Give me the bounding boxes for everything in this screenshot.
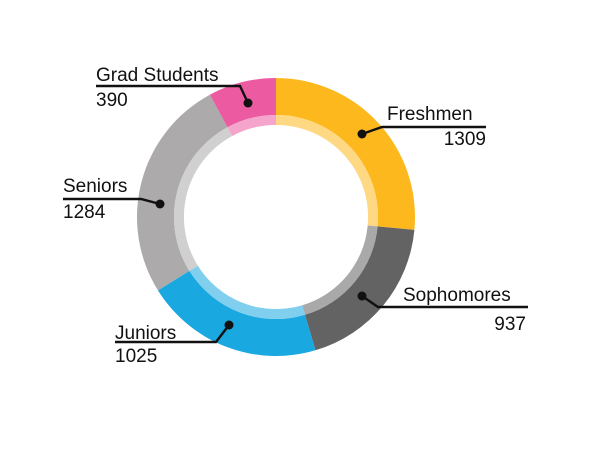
slice-label-freshmen: Freshmen	[387, 104, 473, 125]
slice-value-juniors: 1025	[115, 346, 157, 367]
slice-inner-band-grad-students	[227, 115, 276, 137]
slice-inner-band-juniors	[189, 265, 305, 320]
slice-value-seniors: 1284	[63, 202, 106, 223]
inner-ring-layer	[174, 115, 378, 320]
slice-label-seniors: Seniors	[63, 176, 127, 197]
leader-dot-seniors	[155, 199, 165, 209]
slice-inner-band-seniors	[174, 127, 233, 271]
leader-line-seniors	[63, 197, 161, 206]
leader-line-freshmen	[361, 125, 486, 136]
slice-label-grad-students: Grad Students	[96, 65, 219, 86]
slice-label-juniors: Juniors	[115, 323, 176, 344]
slice-seniors	[136, 94, 228, 291]
slice-inner-band-freshmen	[276, 115, 378, 227]
slice-value-sophomores: 937	[494, 314, 526, 335]
leader-line-juniors	[115, 324, 230, 344]
slice-value-freshmen: 1309	[444, 129, 486, 150]
slice-inner-band-sophomores	[302, 225, 378, 315]
slices-layer	[136, 78, 415, 356]
slice-sophomores	[304, 226, 415, 351]
leader-line-sophomores	[361, 295, 528, 309]
donut-hole	[184, 125, 368, 309]
leader-line-grad-students	[96, 84, 250, 104]
slice-grad-students	[209, 78, 276, 128]
slice-label-sophomores: Sophomores	[403, 285, 511, 306]
leader-dot-freshmen	[357, 129, 367, 139]
leader-dot-grad-students	[243, 98, 253, 108]
leader-dot-sophomores	[357, 291, 367, 301]
slice-freshmen	[276, 78, 415, 230]
slice-juniors	[157, 270, 316, 356]
slice-value-grad-students: 390	[96, 90, 128, 111]
leader-dot-juniors	[224, 320, 234, 330]
